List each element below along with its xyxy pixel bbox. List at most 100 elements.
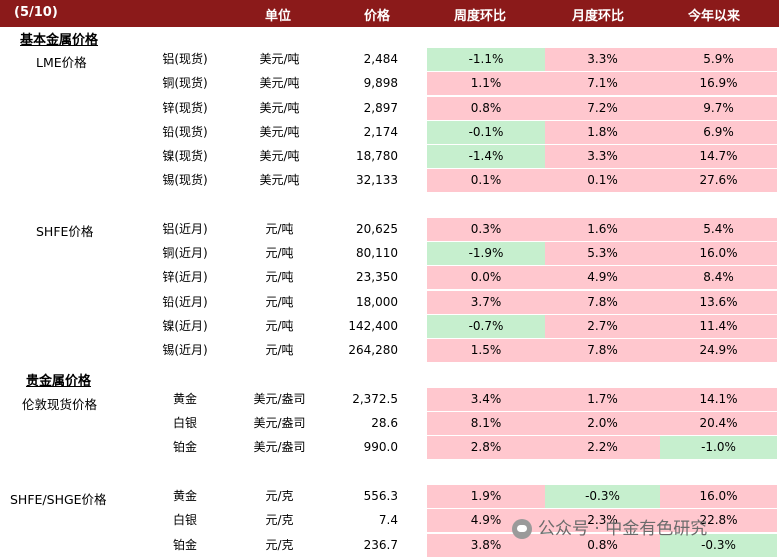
cell-mom: 2.7% (587, 319, 618, 333)
mom-fill (545, 121, 660, 144)
cell-unit: 元/克 (265, 513, 294, 527)
wow-fill (427, 48, 545, 71)
cell-price: 23,350 (356, 270, 398, 284)
mom-fill (545, 291, 660, 314)
cell-mom: 3.3% (587, 52, 618, 66)
cell-name: 铜(近月) (162, 246, 208, 260)
cell-wow: -1.1% (468, 52, 504, 66)
wow-fill (427, 121, 545, 144)
mom-fill (545, 97, 660, 120)
table-row: 黄金 美元/盎司 2,372.5 3.4% 1.7% 14.1% (0, 388, 779, 412)
ytd-fill (660, 534, 777, 557)
cell-ytd: 24.9% (699, 343, 738, 357)
cell-unit: 美元/吨 (259, 173, 300, 187)
cell-ytd: 22.8% (699, 513, 738, 527)
cell-name: 铝(近月) (162, 222, 208, 236)
cell-price: 7.4 (378, 513, 398, 527)
mom-fill (545, 266, 660, 289)
cell-ytd: 6.9% (703, 125, 734, 139)
cell-price: 142,400 (348, 319, 398, 333)
cell-price: 9,898 (363, 76, 398, 90)
group-london-spot: 伦敦现货价格 (22, 397, 98, 412)
table-row: 铅(近月) 元/吨 18,000 3.7% 7.8% 13.6% (0, 291, 779, 315)
mom-fill (545, 72, 660, 95)
cell-mom: 7.2% (587, 101, 618, 115)
cell-mom: -0.3% (585, 489, 620, 503)
cell-ytd: 16.0% (699, 246, 738, 260)
cell-ytd: -1.0% (701, 440, 736, 454)
cell-unit: 元/吨 (265, 319, 294, 333)
cell-price: 556.3 (363, 489, 398, 503)
mom-fill (545, 315, 660, 338)
watermark: 公众号 · 中金有色研究 (512, 514, 707, 539)
cell-unit: 元/吨 (265, 222, 294, 236)
wow-fill (427, 242, 545, 265)
ytd-fill (660, 388, 777, 411)
ytd-fill (660, 169, 777, 192)
cell-price: 80,110 (356, 246, 398, 260)
table-row: 铂金 美元/盎司 990.0 2.8% 2.2% -1.0% (0, 436, 779, 460)
cell-unit: 美元/吨 (259, 76, 300, 90)
cell-wow: 1.9% (470, 489, 502, 503)
cell-price: 2,897 (363, 101, 398, 115)
table-row: 白银 元/克 7.4 4.9% 2.3% 22.8% (0, 509, 779, 533)
wow-fill (427, 388, 545, 411)
cell-ytd: 20.4% (699, 416, 738, 430)
ytd-fill (660, 48, 777, 71)
cell-ytd: -0.3% (701, 538, 736, 552)
cell-price: 18,780 (356, 149, 398, 163)
cell-mom: 1.7% (587, 392, 618, 406)
cell-wow: 0.1% (470, 173, 502, 187)
cell-mom: 7.8% (587, 343, 618, 357)
ytd-fill (660, 97, 777, 120)
ytd-fill (660, 339, 777, 362)
cell-name: 镍(现货) (162, 149, 208, 163)
cell-price: 20,625 (356, 222, 398, 236)
ytd-fill (660, 266, 777, 289)
cell-unit: 元/吨 (265, 295, 294, 309)
header-unit: 单位 (265, 9, 292, 24)
ytd-fill (660, 291, 777, 314)
wechat-icon (512, 519, 532, 539)
table-row: 铅(现货) 美元/吨 2,174 -0.1% 1.8% 6.9% (0, 121, 779, 145)
mom-fill (545, 218, 660, 241)
table-row: 铜(现货) 美元/吨 9,898 1.1% 7.1% 16.9% (0, 72, 779, 96)
table-row: 铝(现货) 美元/吨 2,484 -1.1% 3.3% 5.9% (0, 48, 779, 72)
cell-wow: 0.0% (470, 270, 502, 284)
wow-fill (427, 72, 545, 95)
cell-name: 镍(近月) (162, 319, 208, 333)
cell-ytd: 5.9% (703, 52, 734, 66)
cell-mom: 7.8% (587, 295, 618, 309)
cell-mom: 5.3% (587, 246, 618, 260)
table-row: 镍(近月) 元/吨 142,400 -0.7% 2.7% 11.4% (0, 315, 779, 339)
cell-ytd: 5.4% (703, 222, 734, 236)
cell-mom: 0.1% (587, 173, 618, 187)
header-mom: 月度环比 (572, 9, 625, 24)
table-header: (5/10) 单位 价格 周度环比 月度环比 今年以来 (0, 0, 779, 27)
wow-fill (427, 291, 545, 314)
cell-mom: 1.8% (587, 125, 618, 139)
cell-unit: 美元/盎司 (253, 416, 306, 430)
table-row: 铜(近月) 元/吨 80,110 -1.9% 5.3% 16.0% (0, 242, 779, 266)
mom-fill (545, 169, 660, 192)
cell-mom: 1.6% (587, 222, 618, 236)
cell-wow: 3.7% (470, 295, 502, 309)
mom-fill (545, 436, 660, 459)
cell-name: 铝(现货) (162, 52, 208, 66)
cell-price: 990.0 (363, 440, 398, 454)
wow-fill (427, 339, 545, 362)
header-date: (5/10) (14, 5, 58, 20)
mom-fill (545, 509, 660, 532)
table-row: 锌(现货) 美元/吨 2,897 0.8% 7.2% 9.7% (0, 97, 779, 121)
cell-ytd: 9.7% (703, 101, 734, 115)
cell-mom: 2.3% (587, 513, 618, 527)
mom-fill (545, 412, 660, 435)
ytd-fill (660, 436, 777, 459)
cell-unit: 美元/盎司 (253, 392, 306, 406)
group-shfe: SHFE价格 (36, 224, 94, 239)
cell-name: 黄金 (172, 489, 197, 503)
cell-wow: 1.5% (470, 343, 502, 357)
table-row: 锌(近月) 元/吨 23,350 0.0% 4.9% 8.4% (0, 266, 779, 290)
section-base-metals: 基本金属价格 (20, 33, 99, 48)
cell-price: 264,280 (348, 343, 398, 357)
